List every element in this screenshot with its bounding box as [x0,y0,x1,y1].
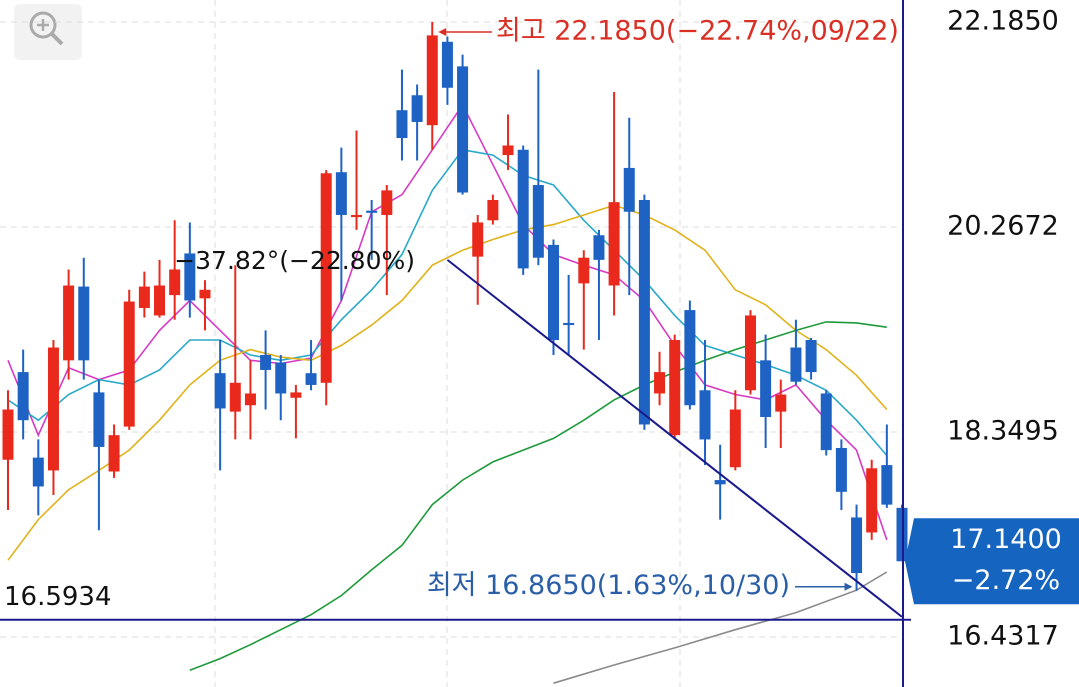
moving-average [7,148,888,457]
candle-body [396,110,408,138]
trendline-label: −37.82°(−22.80%) [174,246,415,275]
candle-body [335,172,347,215]
candle-body [578,257,590,284]
last-price-box [905,518,1079,605]
y-tick-label: 20.2672 [947,211,1059,242]
candle-body [699,390,711,440]
candle-body [32,457,44,487]
candle-body [275,362,287,394]
last-price-label: 17.1400 [950,524,1062,555]
zoom-button[interactable] [14,4,82,60]
candle-body [654,372,666,394]
candle-body [608,202,620,286]
candle-body [108,435,120,472]
candle-body [244,393,256,406]
candle-body [154,285,166,316]
candle-body [775,394,787,412]
candle-body [487,199,499,221]
moving-average [189,321,887,672]
candle-body [684,310,696,406]
moving-average [7,204,888,561]
candle-body [411,95,423,122]
candle-body [502,145,514,156]
candle-body [199,289,211,299]
candle-body [532,185,544,258]
candle-body [63,285,75,361]
moving-average [7,103,888,541]
candle-body [2,409,14,460]
y-tick-label: 16.4317 [947,621,1059,652]
candle-body [547,244,559,341]
candle-body [229,382,241,412]
candle-body [169,269,181,296]
candle-body [381,190,393,215]
last-price-change: −2.72% [952,565,1060,596]
candle-body [820,393,832,451]
candle-body [78,286,90,361]
y-tick-label: 18.3495 [947,416,1059,447]
candle-body [593,235,605,260]
y-tick-label: 22.1850 [947,6,1059,37]
candle-body [138,286,150,308]
candle-body [426,35,438,126]
candle-body [123,301,135,427]
annotation: 최고 22.1850(−22.74%,09/22) [496,16,899,47]
candle-body [835,447,847,492]
candle-body [17,372,29,421]
candle-body [744,315,756,391]
candle-body [623,167,635,212]
candle-body [517,149,529,269]
candle-body [851,517,863,574]
annotation: 최저 16.8650(1.63%,10/30) [427,570,790,601]
candle-body [184,253,196,301]
candle-body [714,480,726,485]
candle-body [441,41,453,88]
candle-body [93,392,105,447]
candle-body [790,347,802,382]
candle-body [472,222,484,257]
annotation-arrowhead [438,28,447,37]
candle-body [260,354,272,370]
candle-body [563,322,575,326]
trendline [446,259,903,618]
candle-body [866,468,878,533]
candle-body [47,347,59,471]
candle-body [290,392,302,398]
candle-body [669,340,681,436]
candle-body [320,173,332,383]
candle-body [760,360,772,417]
candle-body [351,214,363,218]
candle-body [457,66,469,193]
candle-body [729,409,741,468]
price-line-label: 16.5934 [4,582,112,612]
annotation-arrowhead [844,582,853,591]
candle-body [214,373,226,409]
candle-body [805,340,817,373]
candle-body [881,465,893,505]
candle-body [638,199,650,425]
candle-body [305,373,317,385]
candle-body [366,210,378,213]
